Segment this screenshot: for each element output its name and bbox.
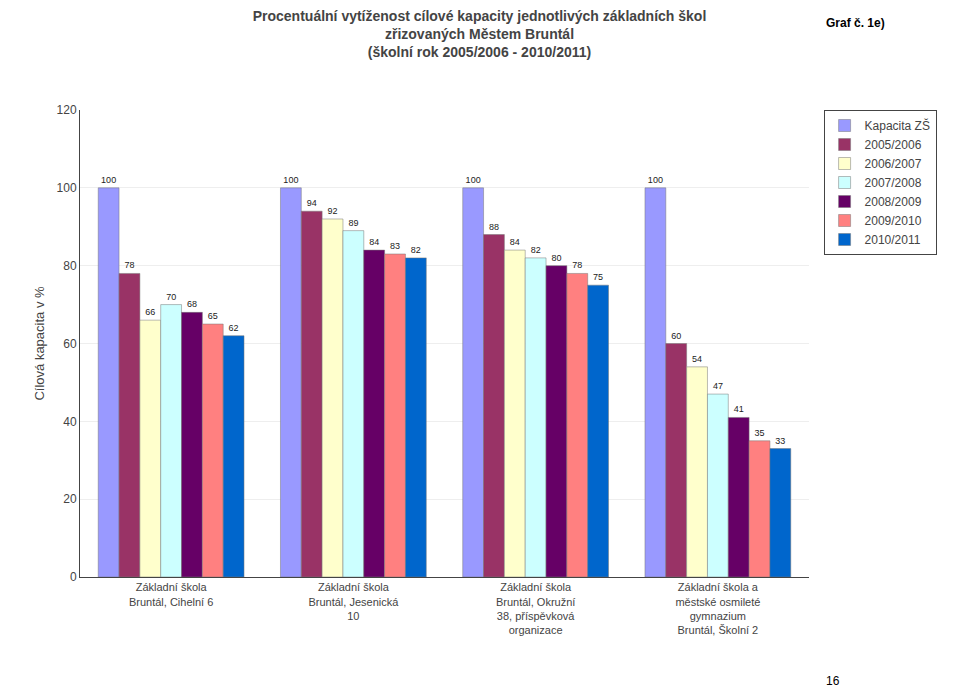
svg-text:84: 84 [510, 237, 520, 247]
svg-text:Základní školaBruntál, Okružní: Základní školaBruntál, Okružní38, příspě… [496, 581, 575, 636]
svg-text:Graf č. 1e): Graf č. 1e) [826, 16, 885, 30]
svg-text:88: 88 [489, 222, 499, 232]
svg-text:62: 62 [229, 323, 239, 333]
svg-text:78: 78 [572, 260, 582, 270]
svg-text:Základní škola aměstské osmile: Základní škola aměstské osmiletégymnaziu… [675, 581, 760, 636]
svg-text:2010/2011: 2010/2011 [865, 233, 921, 247]
svg-text:82: 82 [411, 245, 421, 255]
svg-text:89: 89 [348, 218, 358, 228]
svg-text:35: 35 [755, 428, 765, 438]
svg-text:Cílová kapacita v %: Cílová kapacita v % [32, 286, 47, 401]
svg-text:2005/2006: 2005/2006 [865, 138, 922, 152]
svg-text:92: 92 [328, 206, 338, 216]
svg-text:66: 66 [145, 307, 155, 317]
svg-text:100: 100 [101, 175, 116, 185]
svg-text:120: 120 [57, 103, 77, 117]
svg-text:40: 40 [63, 415, 77, 429]
svg-text:60: 60 [671, 331, 681, 341]
svg-text:Procentuální vytíženost cílové: Procentuální vytíženost cílové kapacity … [253, 8, 707, 60]
svg-text:33: 33 [775, 436, 785, 446]
svg-text:Základní školaBruntál, Cihelní: Základní školaBruntál, Cihelní 6 [129, 581, 213, 607]
svg-text:2008/2009: 2008/2009 [865, 195, 922, 209]
svg-text:83: 83 [390, 241, 400, 251]
svg-text:82: 82 [531, 245, 541, 255]
svg-text:60: 60 [63, 337, 77, 351]
svg-text:78: 78 [124, 260, 134, 270]
svg-text:54: 54 [692, 354, 702, 364]
svg-text:84: 84 [369, 237, 379, 247]
svg-text:80: 80 [551, 253, 561, 263]
svg-text:100: 100 [466, 175, 481, 185]
svg-text:100: 100 [648, 175, 663, 185]
svg-text:Základní školaBruntál, Jesenic: Základní školaBruntál, Jesenická10 [308, 581, 399, 622]
svg-text:47: 47 [713, 381, 723, 391]
svg-text:100: 100 [57, 181, 77, 195]
svg-text:75: 75 [593, 272, 603, 282]
svg-text:65: 65 [208, 311, 218, 321]
svg-text:2009/2010: 2009/2010 [865, 214, 922, 228]
svg-text:Kapacita ZŠ: Kapacita ZŠ [865, 118, 930, 133]
svg-text:94: 94 [307, 198, 317, 208]
svg-text:16: 16 [826, 674, 840, 688]
svg-text:70: 70 [166, 292, 176, 302]
svg-text:20: 20 [63, 492, 77, 506]
svg-text:80: 80 [63, 259, 77, 273]
svg-text:41: 41 [734, 404, 744, 414]
svg-text:2006/2007: 2006/2007 [865, 157, 922, 171]
svg-text:0: 0 [70, 570, 77, 584]
svg-text:2007/2008: 2007/2008 [865, 176, 922, 190]
svg-text:100: 100 [283, 175, 298, 185]
svg-text:68: 68 [187, 299, 197, 309]
